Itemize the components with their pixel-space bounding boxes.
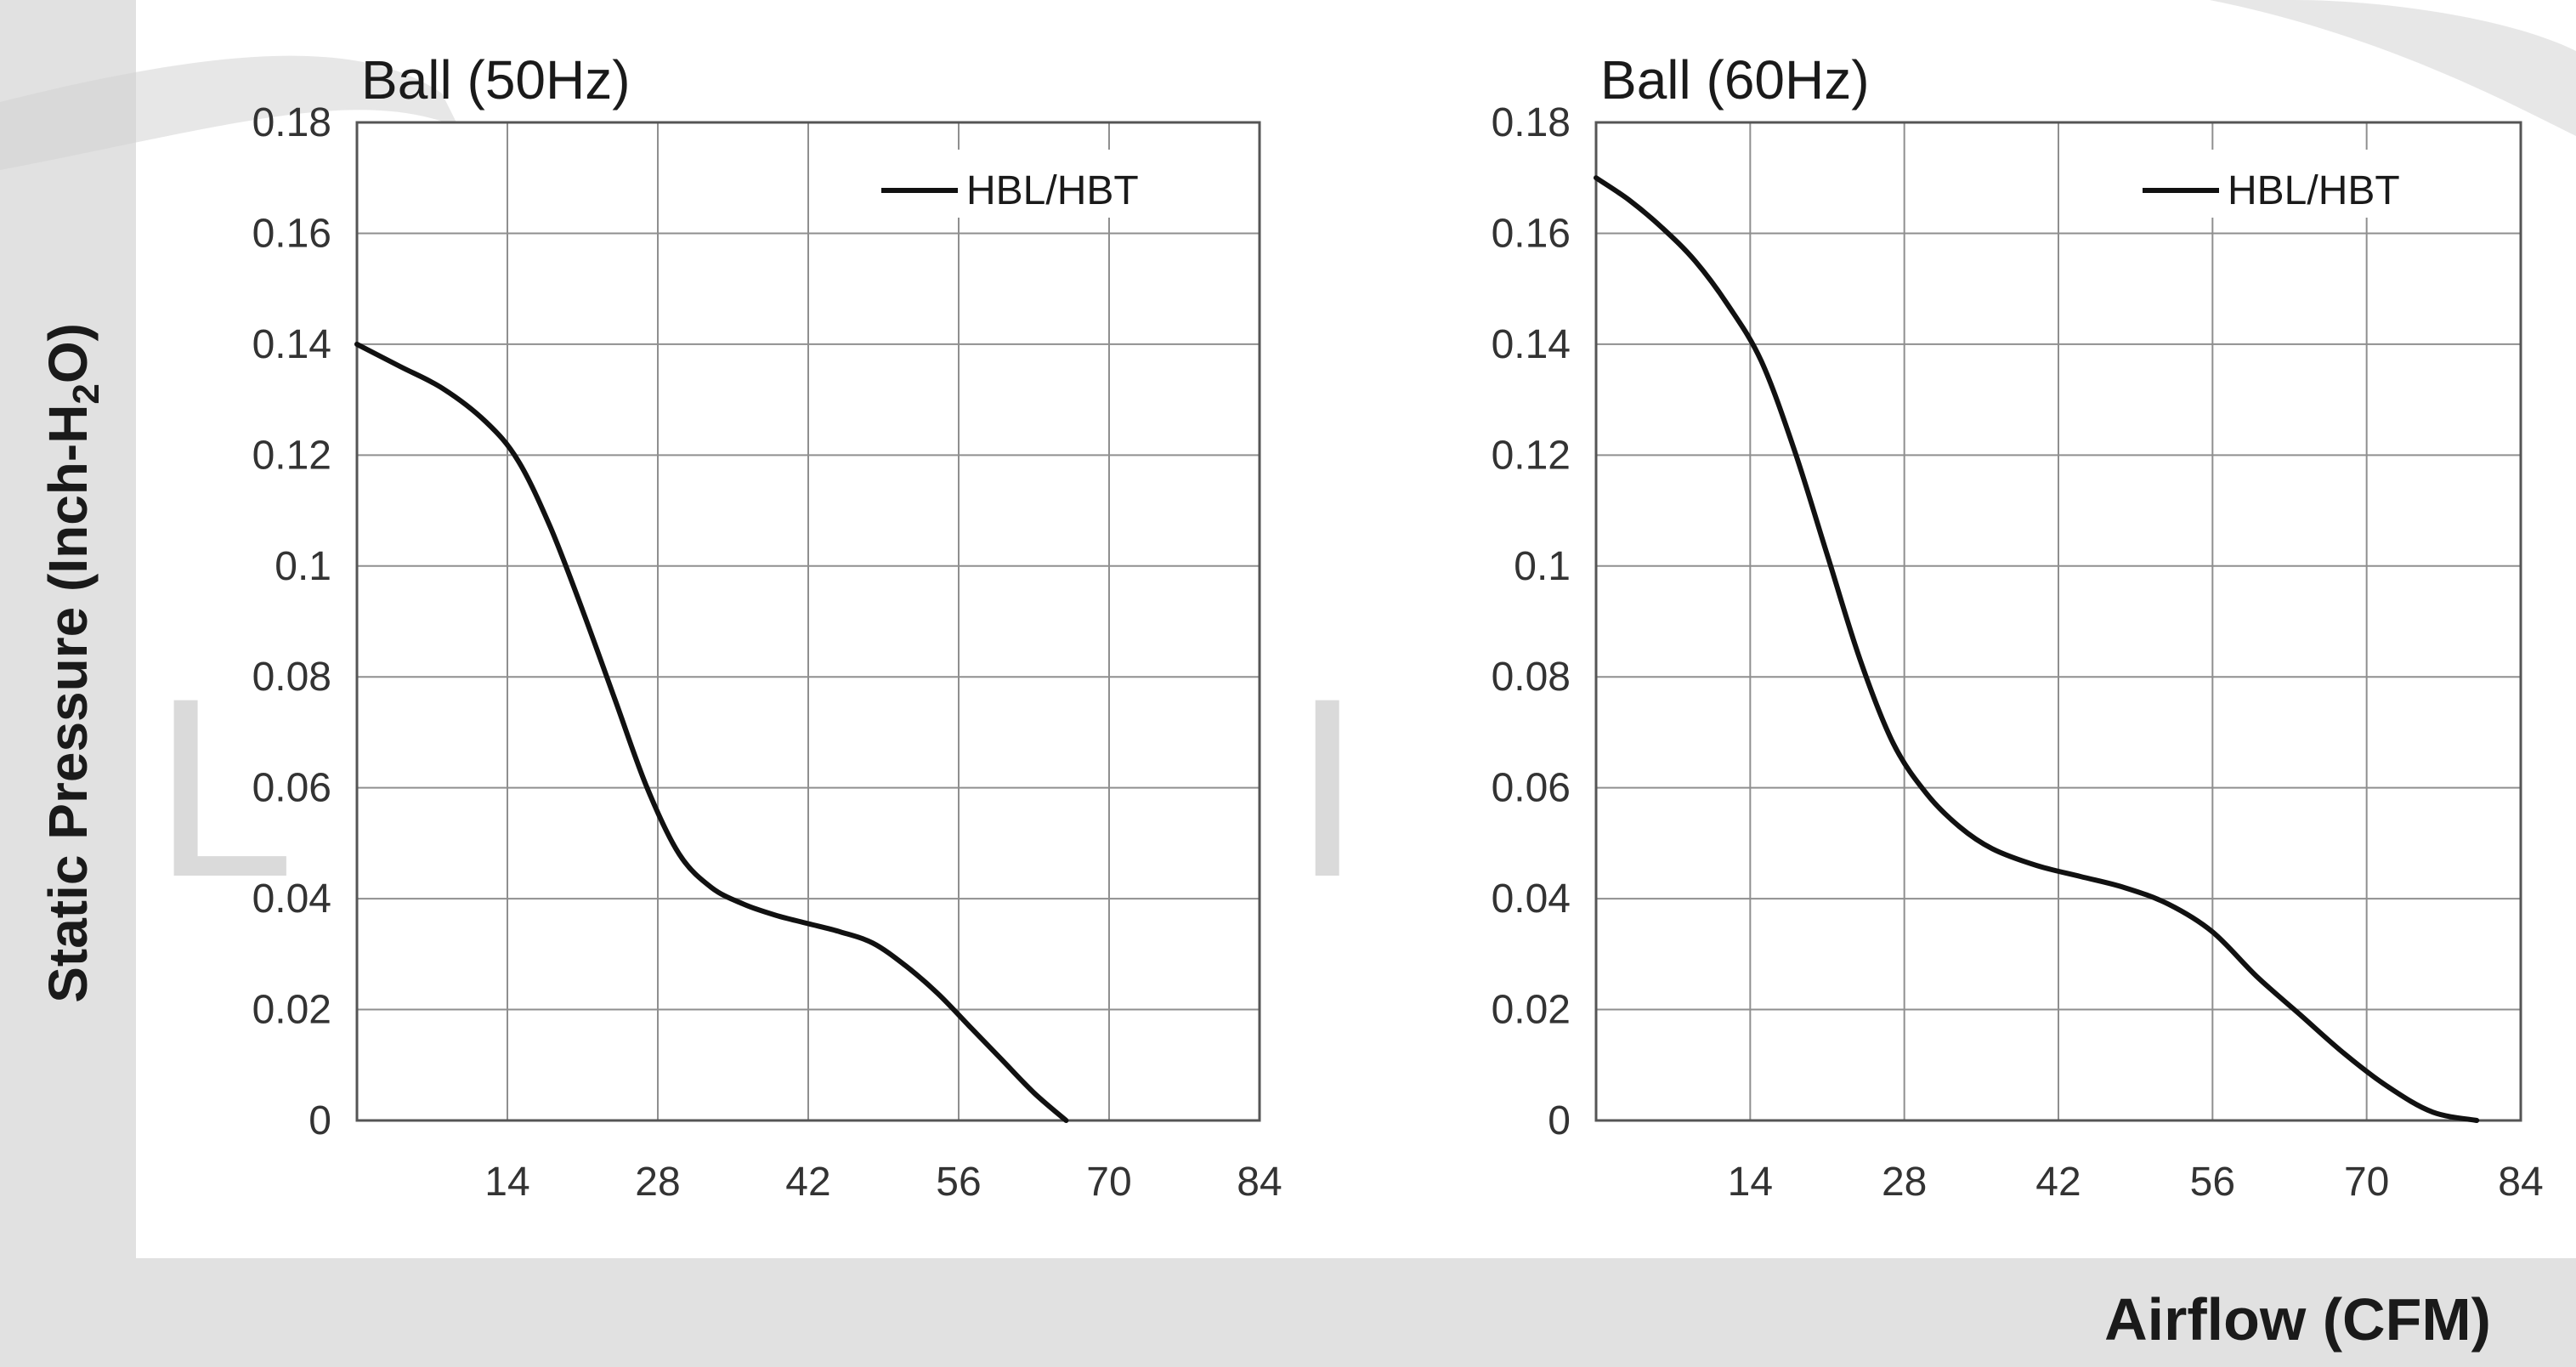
legend-background — [864, 150, 1213, 218]
y-tick-label: 0.08 — [252, 655, 331, 700]
x-tick-label: 70 — [1086, 1160, 1131, 1205]
y-tick-label: 0.06 — [252, 766, 331, 811]
y-tick-label: 0.18 — [1492, 100, 1571, 145]
chart-60hz: 0 0.02 0.04 0.06 0.08 0.1 0.12 0.14 0.16 0.18 14 28… — [1492, 49, 2544, 1205]
y-tick-label: 0.06 — [1492, 766, 1571, 811]
y-tick-label: 0.02 — [252, 988, 331, 1033]
y-axis-label-subscript: 2 — [65, 383, 107, 405]
x-tick-label: 56 — [936, 1160, 981, 1205]
watermark-swoosh-left — [0, 55, 459, 170]
series-line — [1594, 175, 2480, 1123]
y-tick-label: 0.12 — [252, 433, 331, 478]
y-tick-label: 0.1 — [1514, 544, 1571, 589]
y-tick-label: 0.16 — [252, 211, 331, 256]
watermark-letter: L — [153, 644, 295, 930]
y-tick-label: 0.08 — [1492, 655, 1571, 700]
x-tick-label: 84 — [2498, 1160, 2543, 1205]
x-tick-label: 28 — [635, 1160, 680, 1205]
legend-background — [2126, 150, 2474, 218]
chart-title: Ball (50Hz) — [361, 49, 631, 111]
y-axis-label-container: Static Pressure (Inch-H2O) — [25, 204, 119, 1122]
plot-frame — [1594, 121, 2522, 1122]
y-tick-label: 0 — [309, 1098, 331, 1143]
x-tick-label: 56 — [2190, 1160, 2235, 1205]
x-tick-label: 70 — [2344, 1160, 2389, 1205]
gray-bottom-band — [0, 1258, 2576, 1367]
y-tick-label: 0.14 — [252, 322, 331, 367]
watermark-swoosh-right — [2210, 0, 2576, 136]
series-line — [354, 341, 1069, 1123]
legend-label: HBL/HBT — [2228, 168, 2400, 213]
y-tick-label: 0.04 — [1492, 876, 1571, 922]
y-axis-label: Static Pressure (Inch-H2O) — [37, 323, 108, 1003]
plot-frame — [355, 121, 1261, 1122]
y-tick-label: 0 — [1548, 1098, 1571, 1143]
y-tick-label: 0.12 — [1492, 433, 1571, 478]
x-tick-label: 14 — [484, 1160, 529, 1205]
legend-label: HBL/HBT — [966, 168, 1139, 213]
y-axis-label-end: O) — [37, 323, 99, 384]
chart-title: Ball (60Hz) — [1600, 49, 1870, 111]
chart-50hz: 0 0.02 0.04 0.06 0.08 0.1 0.12 0.14 0.16 0.18 14 28… — [252, 49, 1282, 1205]
y-axis-label-main: Static Pressure (Inch-H — [37, 404, 99, 1003]
x-tick-label: 42 — [785, 1160, 830, 1205]
x-axis-label: Airflow (CFM) — [2104, 1286, 2491, 1353]
x-tick-label: 28 — [1882, 1160, 1927, 1205]
y-tick-label: 0.02 — [1492, 988, 1571, 1033]
y-tick-label: 0.18 — [252, 100, 331, 145]
watermark-letter: I — [1292, 644, 1362, 930]
x-tick-label: 42 — [2035, 1160, 2081, 1205]
y-tick-label: 0.04 — [252, 876, 331, 922]
y-tick-label: 0.1 — [275, 544, 331, 589]
gray-left-strip — [0, 0, 136, 1367]
x-tick-label: 84 — [1237, 1160, 1282, 1205]
x-tick-label: 14 — [1728, 1160, 1773, 1205]
y-tick-label: 0.14 — [1492, 322, 1571, 367]
y-tick-label: 0.16 — [1492, 211, 1571, 256]
